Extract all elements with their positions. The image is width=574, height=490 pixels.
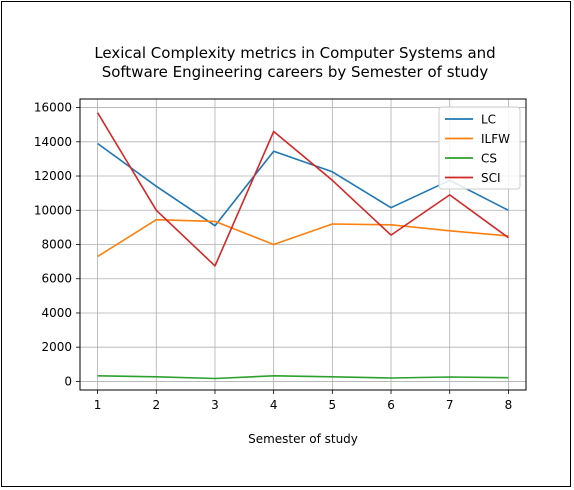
- legend-label-ilfw: ILFW: [481, 132, 510, 146]
- grid: [80, 99, 526, 390]
- x-tick-label: 2: [152, 398, 160, 412]
- y-tick-label: 12000: [34, 169, 72, 183]
- x-tick-label: 1: [94, 398, 102, 412]
- series-line-cs: [97, 374, 509, 380]
- y-tick-label: 16000: [34, 101, 72, 115]
- legend-box: [438, 106, 521, 190]
- x-axis-label-text: Semester of study: [248, 432, 358, 446]
- chart-title-line: Lexical Complexity metrics in Computer S…: [94, 44, 495, 62]
- x-tick-label: 7: [446, 398, 454, 412]
- x-tick-label: 8: [505, 398, 513, 412]
- x-tick-label: 4: [270, 398, 278, 412]
- y-tick-label: 14000: [34, 135, 72, 149]
- y-tick-label: 2000: [41, 340, 72, 354]
- legend-label-lc: LC: [481, 113, 496, 127]
- y-tick-label: 10000: [34, 203, 72, 217]
- y-tick-label: 8000: [41, 238, 72, 252]
- y-tick-label: 0: [64, 374, 72, 388]
- axis-ticks: 1 2 3 4 5 6 7 8 0 2000 4000 6000 8000 10000 12000 14000…: [34, 101, 512, 412]
- chart-title: Lexical Complexity metrics in Computer S…: [94, 44, 495, 81]
- x-tick-label: 5: [329, 398, 337, 412]
- series-line-ilfw: [97, 218, 509, 258]
- y-tick-label: 4000: [41, 306, 72, 320]
- series-lines: [96, 112, 509, 380]
- legend-label-sci: SCI: [481, 171, 501, 185]
- legend-label-cs: CS: [481, 152, 497, 166]
- chart-title-line: Software Engineering careers by Semester…: [102, 63, 489, 81]
- x-axis-label: Semester of study: [248, 432, 358, 446]
- x-tick-label: 6: [387, 398, 395, 412]
- series-line-sci: [96, 112, 509, 267]
- x-tick-label: 3: [211, 398, 219, 412]
- legend: LC ILFW CS SCI: [438, 106, 521, 190]
- y-tick-label: 6000: [41, 272, 72, 286]
